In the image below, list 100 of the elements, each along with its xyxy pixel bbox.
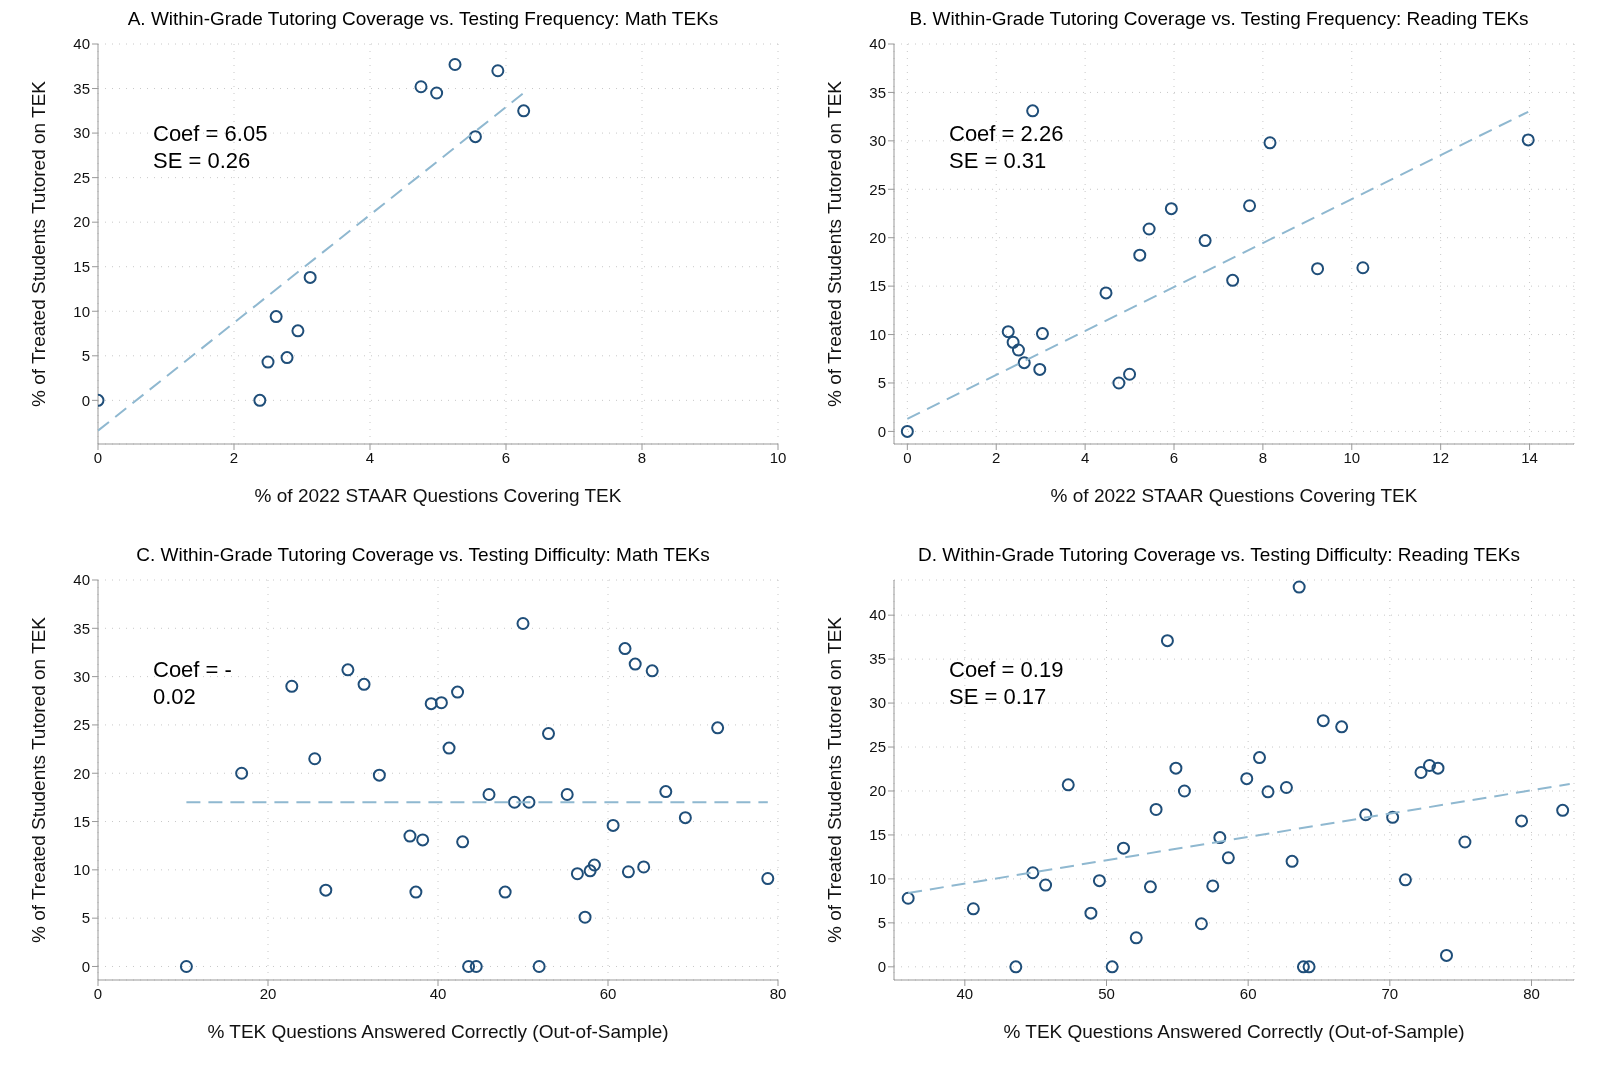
x-tick-label: 80 — [769, 984, 787, 1002]
point — [1285, 854, 1299, 868]
y-tick-label: 15 — [869, 826, 886, 844]
point — [1198, 234, 1212, 248]
point — [308, 752, 322, 766]
x-tick-label: 2 — [229, 448, 239, 466]
point — [1302, 960, 1316, 974]
x-axis-title: % of 2022 STAAR Questions Covering TEK — [254, 485, 622, 506]
point — [280, 351, 294, 365]
point — [508, 795, 521, 809]
x-axis-title: % TEK Questions Answered Correctly (Out-of-Sample) — [207, 1021, 669, 1042]
point — [1026, 866, 1040, 880]
point — [1177, 784, 1191, 798]
point — [1143, 880, 1157, 894]
y-tick-label: 0 — [81, 957, 90, 975]
point — [1169, 761, 1183, 775]
point — [1099, 286, 1113, 300]
point — [1164, 202, 1178, 216]
point — [1213, 831, 1227, 845]
annotation: SE = 0.17 — [949, 683, 1048, 710]
point — [1149, 802, 1163, 816]
point — [645, 664, 659, 678]
x-tick-label: 8 — [637, 448, 647, 466]
chart-title: C. Within-Grade Tutoring Coverage vs. Testing Difficulty: Math TEKs — [135, 544, 711, 567]
point — [901, 891, 915, 905]
y-tick-label: 5 — [81, 347, 90, 365]
point — [430, 86, 444, 100]
point — [532, 959, 546, 973]
point — [448, 57, 462, 71]
y-tick-label: 40 — [73, 571, 90, 589]
point — [587, 858, 601, 872]
x-tick-label: 60 — [1239, 984, 1257, 1002]
point — [637, 860, 651, 874]
y-tick-label: 5 — [81, 909, 90, 927]
annotation: SE = 0.31 — [949, 147, 1048, 174]
point — [517, 104, 531, 118]
point — [1261, 785, 1275, 799]
y-tick-label: 25 — [73, 168, 90, 186]
point — [416, 833, 430, 847]
point — [451, 685, 465, 699]
y-tick-label: 5 — [877, 914, 886, 932]
y-tick-label: 25 — [869, 180, 886, 198]
point — [1084, 906, 1098, 920]
point — [414, 80, 428, 94]
point — [1006, 335, 1020, 349]
point — [285, 679, 299, 693]
annotation: Coef = 6.05 — [153, 120, 268, 147]
point — [261, 355, 275, 369]
x-tick-label: 0 — [903, 448, 912, 466]
point — [621, 865, 635, 879]
point — [1011, 343, 1025, 357]
point — [409, 885, 423, 899]
x-axis-title: % TEK Questions Answered Correctly (Out-of-Sample) — [1003, 1021, 1465, 1042]
y-tick-label: 10 — [73, 861, 90, 879]
y-tick-label: 15 — [73, 812, 90, 830]
x-axis-title: % of 2022 STAAR Questions Covering TEK — [1050, 485, 1418, 506]
point — [1092, 874, 1106, 888]
x-tick-label: 6 — [501, 448, 511, 466]
y-tick-label: 35 — [73, 619, 90, 637]
point — [1359, 808, 1373, 822]
point — [1061, 778, 1075, 792]
point — [1414, 766, 1428, 780]
point — [542, 727, 555, 741]
x-tick-label: 20 — [259, 984, 277, 1002]
point — [1311, 262, 1325, 276]
point — [966, 902, 980, 916]
x-tick-label: 60 — [599, 984, 617, 1002]
x-tick-label: 4 — [1080, 448, 1090, 466]
x-tick-label: 8 — [1258, 448, 1268, 466]
y-tick-label: 20 — [869, 782, 886, 800]
point — [1133, 248, 1147, 262]
x-tick-label: 0 — [93, 448, 103, 466]
point — [659, 785, 673, 799]
y-tick-label: 20 — [869, 229, 886, 247]
point — [1458, 835, 1472, 849]
point — [442, 741, 456, 755]
y-tick-label: 0 — [877, 958, 886, 976]
y-tick-label: 30 — [73, 667, 90, 685]
x-tick-label: 40 — [429, 984, 447, 1002]
point — [1221, 851, 1235, 865]
point — [1243, 199, 1257, 213]
point — [1335, 720, 1349, 734]
point — [469, 959, 483, 973]
point — [1033, 362, 1047, 376]
point — [291, 324, 305, 338]
point — [372, 768, 386, 782]
point — [618, 642, 632, 656]
point — [560, 787, 574, 801]
annotation: SE = 0.26 — [153, 147, 252, 174]
point — [1440, 948, 1453, 962]
point — [1194, 917, 1208, 931]
point — [1431, 761, 1445, 775]
x-tick-label: 80 — [1523, 984, 1540, 1002]
point — [341, 663, 355, 677]
x-tick-label: 14 — [1521, 448, 1538, 466]
point — [1017, 356, 1031, 370]
point — [522, 795, 536, 809]
y-tick-label: 10 — [73, 302, 90, 320]
point — [1292, 580, 1306, 594]
point — [303, 270, 317, 284]
